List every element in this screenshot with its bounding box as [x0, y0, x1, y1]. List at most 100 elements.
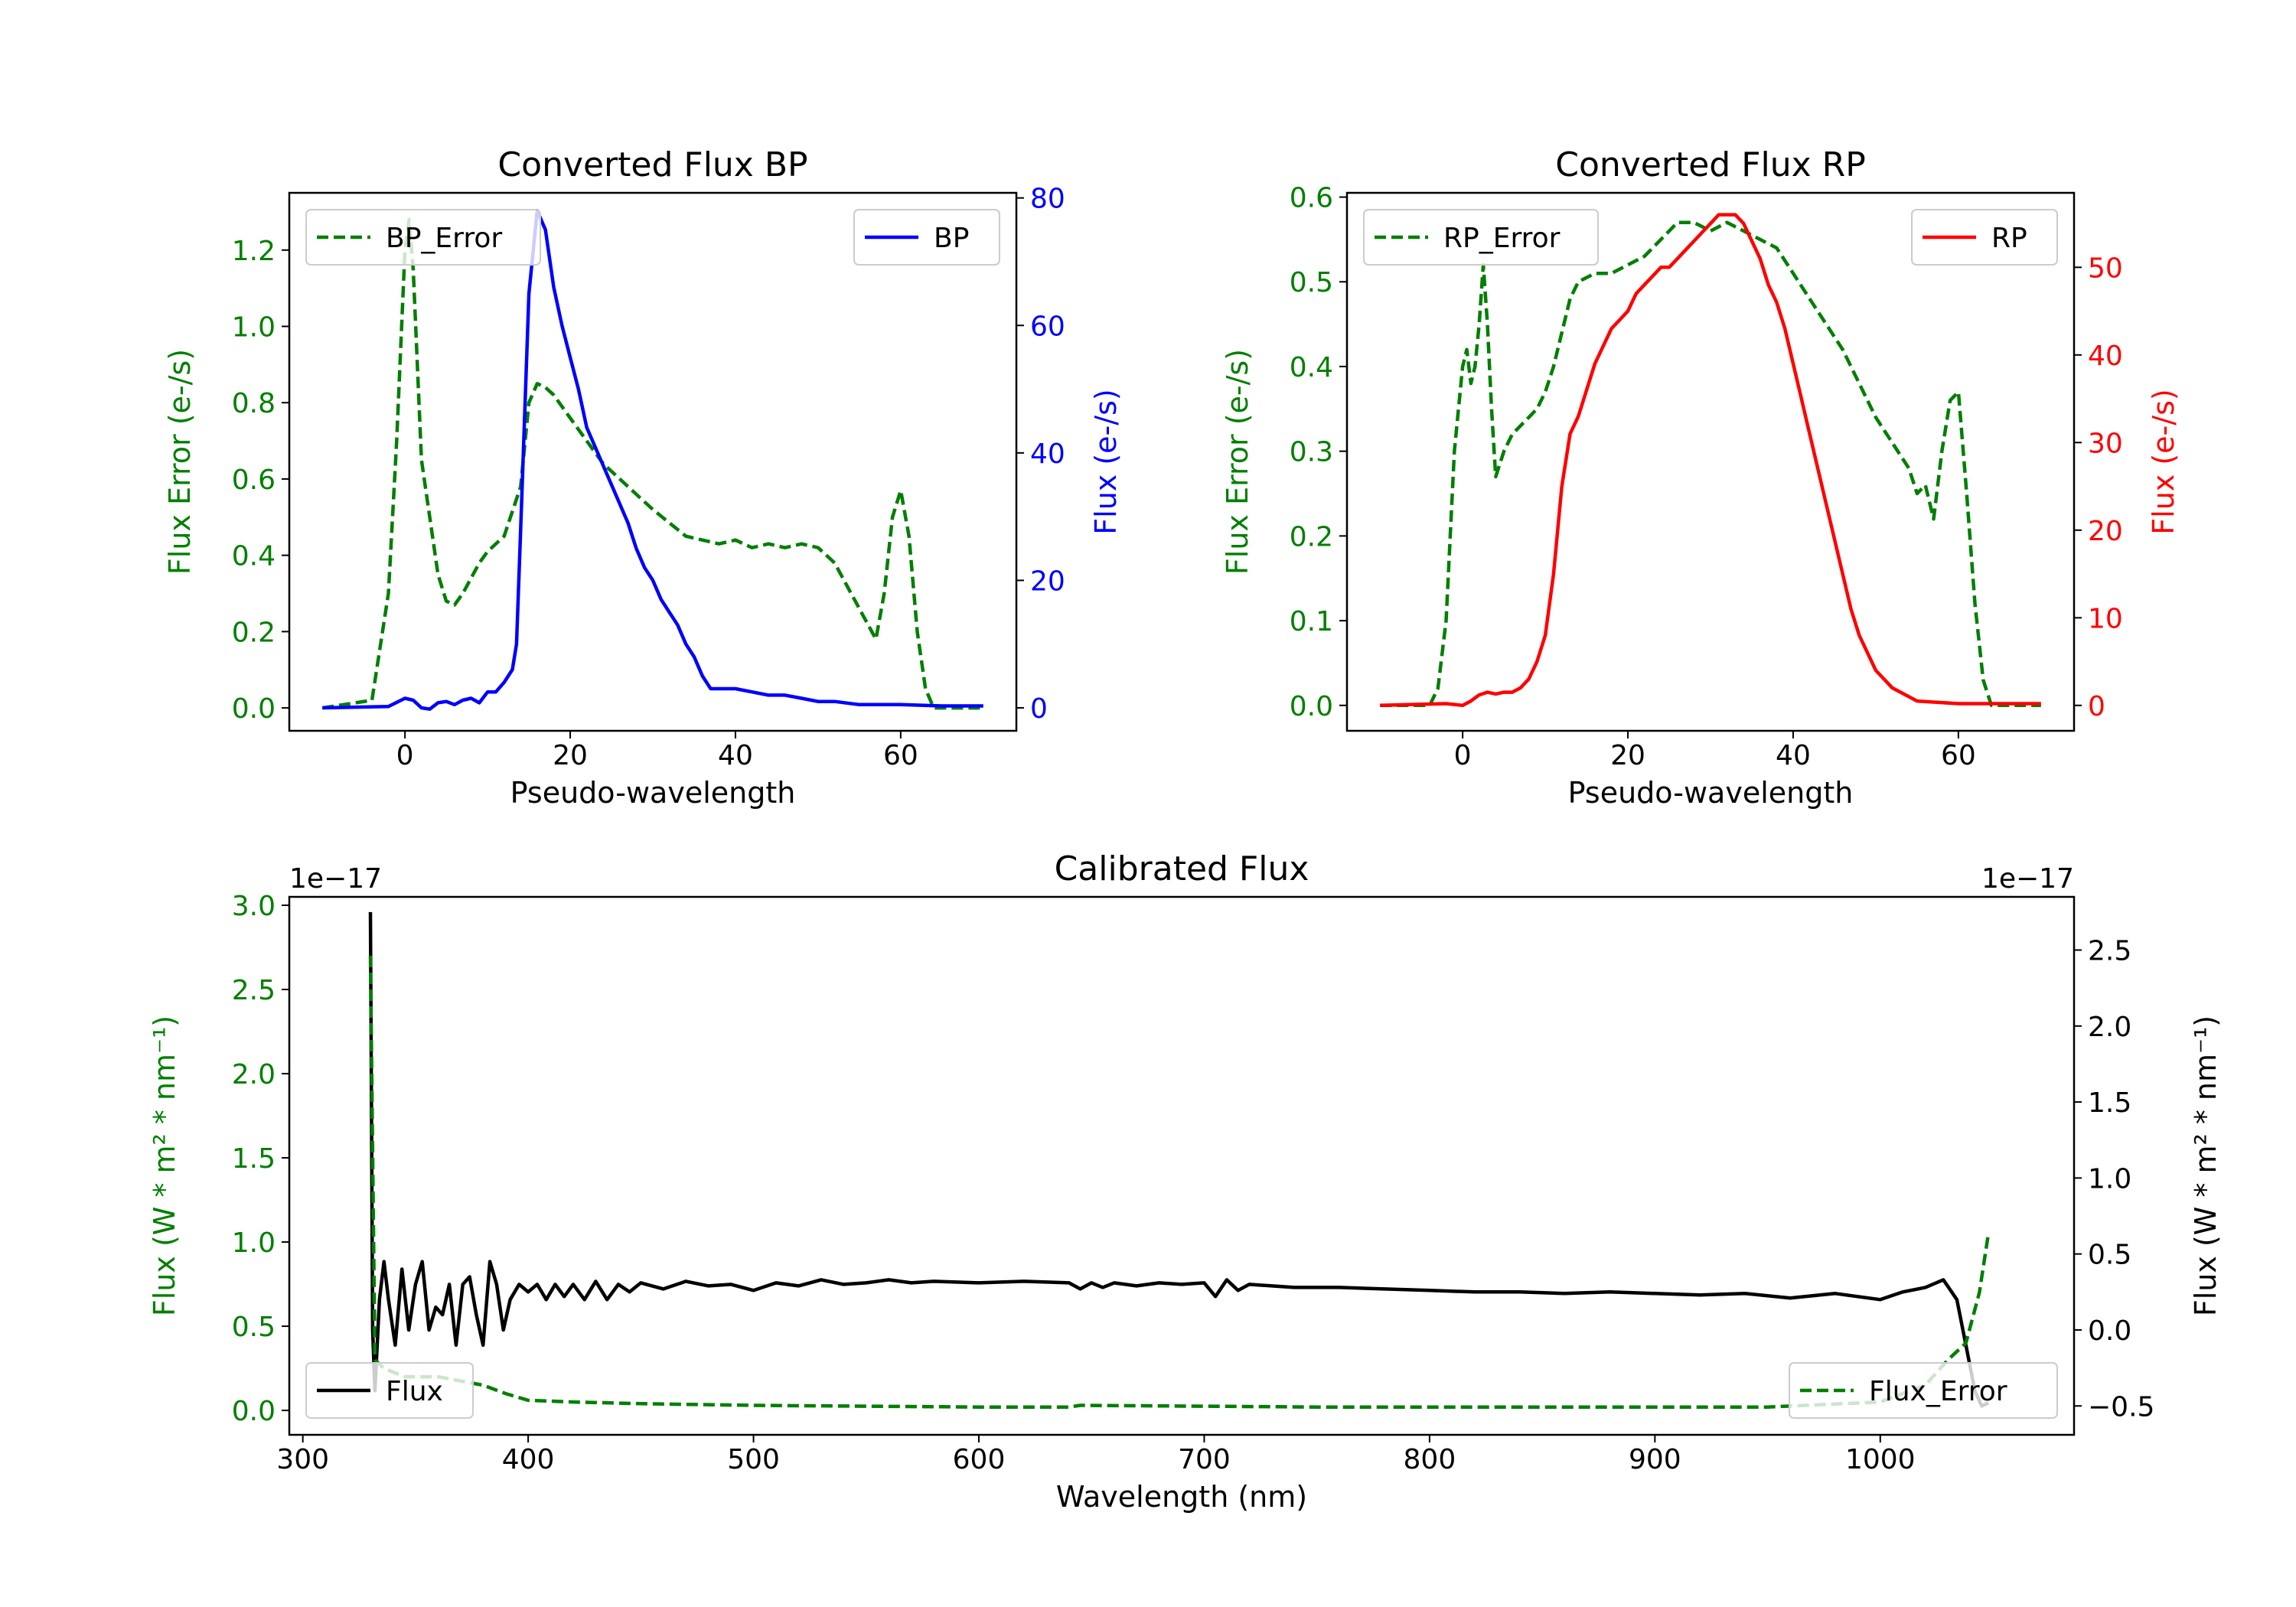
- legend-box: [1789, 1362, 2058, 1419]
- y-right-offset-label: 1e−17: [1981, 863, 2074, 895]
- x-tick-label: 1000: [1845, 1444, 1916, 1475]
- y-left-axis-label: Flux Error (e-/s): [163, 349, 197, 575]
- y-left-tick-label: 0.0: [1290, 691, 1333, 722]
- legend-bp-error: BP_Error: [305, 209, 541, 266]
- y-left-tick-label: 1.2: [232, 236, 276, 267]
- legend-label: BP_Error: [386, 223, 502, 254]
- y-right-tick-label: 0: [2088, 691, 2105, 722]
- x-tick-label: 20: [553, 740, 588, 771]
- x-tick-label: 40: [718, 740, 753, 771]
- legend-flux-error: Flux_Error: [1789, 1362, 2058, 1419]
- x-tick-label: 700: [1178, 1444, 1231, 1475]
- x-tick-label: 400: [502, 1444, 555, 1475]
- y-left-tick-label: 0.0: [232, 1396, 276, 1427]
- y-right-tick-label: 80: [1030, 184, 1065, 215]
- legend-box: [305, 1362, 474, 1419]
- legend-bp: BP: [853, 209, 1000, 266]
- y-left-tick-label: 1.0: [232, 1227, 276, 1259]
- x-tick-label: 500: [727, 1444, 780, 1475]
- x-tick-label: 300: [276, 1444, 329, 1475]
- y-left-tick-label: 0.1: [1290, 606, 1333, 637]
- y-right-tick-label: 30: [2088, 428, 2123, 459]
- y-left-tick-label: 2.5: [232, 975, 276, 1006]
- y-right-tick-label: 40: [1030, 438, 1065, 470]
- legend-box: [1363, 209, 1599, 266]
- legend-label: Flux_Error: [1869, 1376, 2007, 1407]
- x-axis-label: Pseudo-wavelength: [510, 776, 796, 810]
- plot-frame: [288, 191, 1018, 732]
- x-tick-label: 600: [953, 1444, 1006, 1475]
- y-left-tick-label: 0.0: [232, 693, 276, 725]
- legend-box: [853, 209, 1000, 266]
- series-line-rp: [1380, 213, 2041, 708]
- series-line-flux: [368, 911, 1990, 1408]
- y-left-tick-label: 0.4: [1290, 352, 1333, 383]
- y-left-tick-label: 0.2: [232, 617, 276, 648]
- y-right-tick-label: 2.0: [2088, 1012, 2131, 1043]
- legend-rp: RP: [1911, 209, 2058, 266]
- y-left-tick-label: 3.0: [232, 891, 276, 922]
- chart-bp: 0 20 40 60 0.0 0.2 0.4 0.6 0.8 1.0 1.2 0 20 40 60 80 Con…: [163, 145, 1123, 810]
- x-tick-label: 60: [1941, 740, 1976, 771]
- x-tick-label: 0: [396, 740, 414, 771]
- x-tick-label: 60: [883, 740, 918, 771]
- legend-label: BP: [934, 223, 969, 254]
- x-tick-label: 20: [1610, 740, 1645, 771]
- chart-title: Converted Flux RP: [1555, 145, 1866, 184]
- series-line-bp: [322, 209, 983, 711]
- y-right-tick-label: 20: [2088, 516, 2123, 547]
- y-right-tick-label: 0.0: [2088, 1315, 2131, 1347]
- plot-frame: [288, 895, 2076, 1436]
- y-right-axis-label: Flux (e-/s): [2147, 389, 2180, 534]
- y-right-tick-label: −0.5: [2088, 1391, 2154, 1423]
- legend-label: RP: [1991, 223, 2027, 254]
- y-left-tick-label: 0.5: [232, 1312, 276, 1343]
- y-right-tick-label: 0.5: [2088, 1240, 2131, 1271]
- legend-box: [305, 209, 541, 266]
- y-right-tick-label: 60: [1030, 311, 1065, 342]
- legend-label: RP_Error: [1443, 223, 1561, 254]
- y-left-tick-label: 0.8: [232, 388, 276, 419]
- x-tick-label: 800: [1404, 1444, 1456, 1475]
- legend-flux: Flux: [305, 1362, 474, 1419]
- chart-rp: 0 20 40 60 0.0 0.1 0.2 0.3 0.4 0.5 0.6 0 10 20 30 40 50 C…: [1221, 145, 2180, 810]
- y-left-offset-label: 1e−17: [289, 863, 382, 895]
- legend-label: Flux: [386, 1376, 443, 1407]
- y-left-tick-label: 0.6: [1290, 183, 1333, 214]
- y-left-tick-label: 0.6: [232, 464, 276, 496]
- y-left-tick-label: 1.0: [232, 312, 276, 344]
- x-tick-label: 0: [1454, 740, 1472, 771]
- y-left-tick-label: 1.5: [232, 1143, 276, 1175]
- y-left-axis-label: Flux (W * m² * nm⁻¹): [148, 1015, 181, 1316]
- y-right-tick-label: 1.5: [2088, 1087, 2131, 1119]
- x-axis-label: Pseudo-wavelength: [1568, 776, 1854, 810]
- x-tick-label: 40: [1776, 740, 1811, 771]
- y-right-axis-label: Flux (W * m² * nm⁻¹): [2189, 1015, 2223, 1316]
- y-right-tick-label: 40: [2088, 341, 2123, 372]
- chart-calibrated: 300 400 500 600 700 800 900 1000 0.0 0.5 1.0 1.5 2.0…: [148, 849, 2223, 1514]
- y-right-tick-label: 50: [2088, 253, 2123, 284]
- y-left-tick-label: 0.5: [1290, 267, 1333, 298]
- y-right-tick-label: 0: [1030, 693, 1048, 725]
- y-left-tick-label: 0.2: [1290, 521, 1333, 553]
- plot-frame: [1345, 191, 2076, 732]
- y-right-axis-label: Flux (e-/s): [1089, 389, 1123, 534]
- y-right-tick-label: 1.0: [2088, 1163, 2131, 1195]
- series-line-rp-error: [1380, 220, 2041, 708]
- chart-title: Converted Flux BP: [497, 145, 807, 184]
- y-left-axis-label: Flux Error (e-/s): [1221, 349, 1254, 575]
- y-right-tick-label: 20: [1030, 566, 1065, 597]
- legend-box: [1911, 209, 2058, 266]
- chart-title: Calibrated Flux: [1055, 849, 1309, 888]
- y-right-tick-label: 10: [2088, 603, 2123, 634]
- y-left-tick-label: 0.3: [1290, 437, 1333, 468]
- x-axis-label: Wavelength (nm): [1056, 1480, 1307, 1514]
- y-left-tick-label: 0.4: [232, 541, 276, 572]
- legend-rp-error: RP_Error: [1363, 209, 1599, 266]
- series-line-bp-error: [321, 217, 983, 710]
- x-tick-label: 900: [1629, 1444, 1681, 1475]
- y-right-tick-label: 2.5: [2088, 936, 2131, 967]
- y-left-tick-label: 2.0: [232, 1059, 276, 1090]
